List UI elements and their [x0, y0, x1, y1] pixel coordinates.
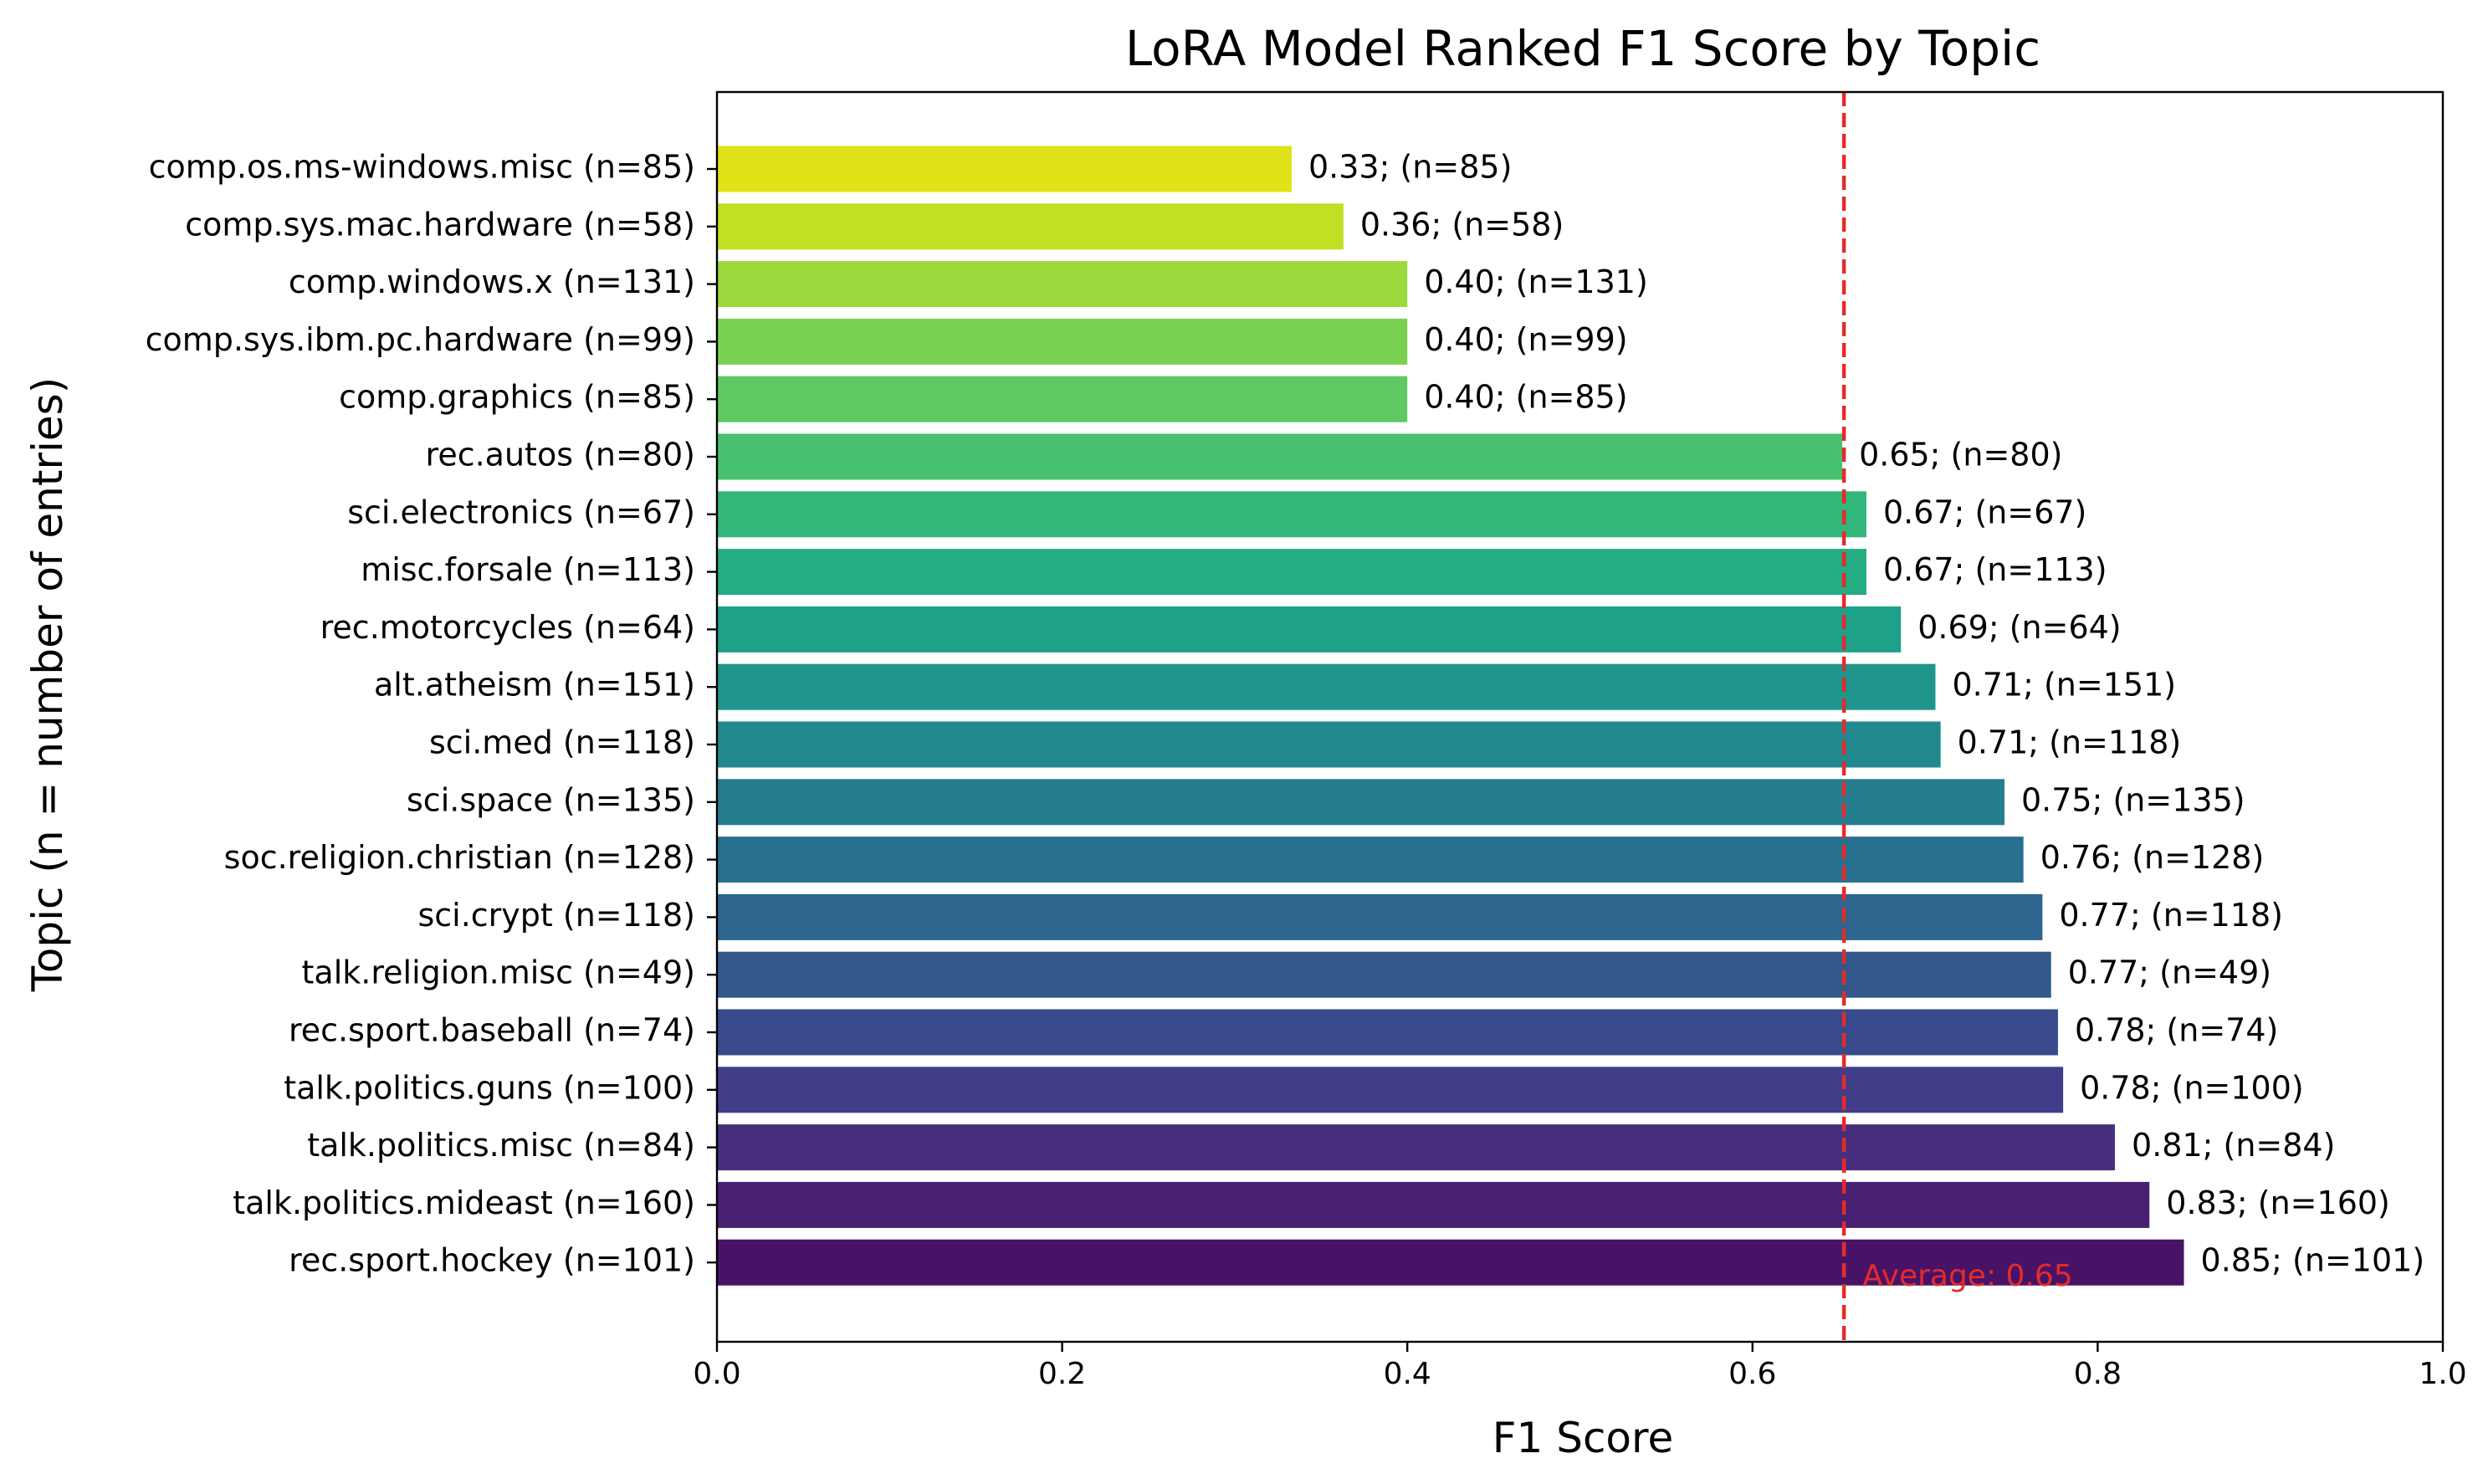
x-tick-label-1: 0.2 — [1038, 1357, 1086, 1391]
data-label-9: 0.71; (n=151) — [1952, 667, 2176, 704]
y-tick-label-16: talk.politics.guns (n=100) — [284, 1069, 695, 1106]
bar-10 — [717, 721, 1941, 768]
bar-14 — [717, 951, 2051, 998]
data-label-8: 0.69; (n=64) — [1917, 609, 2121, 646]
bar-3 — [717, 318, 1408, 365]
y-tick-label-3: comp.sys.ibm.pc.hardware (n=99) — [146, 321, 695, 358]
x-tick-label-2: 0.4 — [1384, 1357, 1431, 1391]
data-label-15: 0.78; (n=74) — [2075, 1012, 2278, 1049]
y-tick-label-13: sci.crypt (n=118) — [417, 897, 695, 934]
bar-0 — [717, 146, 1292, 192]
data-label-3: 0.40; (n=99) — [1424, 321, 1627, 358]
y-tick-label-2: comp.windows.x (n=131) — [289, 264, 695, 300]
x-tick-label-4: 0.8 — [2074, 1357, 2122, 1391]
x-tick-label-0: 0.0 — [693, 1357, 740, 1391]
data-label-12: 0.76; (n=128) — [2040, 839, 2265, 876]
bar-1 — [717, 203, 1344, 250]
bar-4 — [717, 376, 1408, 422]
y-tick-label-8: rec.motorcycles (n=64) — [320, 609, 695, 646]
bar-6 — [717, 491, 1866, 538]
y-tick-label-17: talk.politics.misc (n=84) — [307, 1127, 695, 1164]
bar-11 — [717, 779, 2004, 826]
chart-title: LoRA Model Ranked F1 Score by Topic — [1125, 20, 2040, 77]
data-label-7: 0.67; (n=113) — [1883, 551, 2107, 588]
data-label-11: 0.75; (n=135) — [2021, 781, 2245, 818]
data-label-14: 0.77; (n=49) — [2068, 954, 2271, 991]
bar-5 — [717, 433, 1843, 480]
y-axis-label: Topic (n = number of entries) — [23, 377, 72, 992]
bar-8 — [717, 606, 1902, 652]
y-tick-label-9: alt.atheism (n=151) — [374, 667, 695, 704]
data-label-10: 0.71; (n=118) — [1958, 724, 2182, 761]
bar-13 — [717, 893, 2043, 940]
data-label-0: 0.33; (n=85) — [1308, 149, 1512, 186]
y-tick-label-18: talk.politics.mideast (n=160) — [233, 1185, 695, 1221]
data-label-17: 0.81; (n=84) — [2132, 1127, 2335, 1164]
data-label-18: 0.83; (n=160) — [2166, 1185, 2390, 1221]
average-label: Average: 0.65 — [1862, 1259, 2073, 1293]
y-tick-label-10: sci.med (n=118) — [429, 724, 695, 761]
bar-19 — [717, 1239, 2184, 1286]
y-tick-label-11: sci.space (n=135) — [407, 781, 695, 818]
x-axis-label: F1 Score — [1492, 1414, 1674, 1462]
plot-area: comp.os.ms-windows.misc (n=85) 0.33; (n=8… — [146, 90, 2467, 1391]
bar-2 — [717, 261, 1408, 308]
bar-16 — [717, 1067, 2064, 1113]
data-label-19: 0.85; (n=101) — [2201, 1242, 2425, 1279]
bar-15 — [717, 1009, 2058, 1056]
y-tick-label-19: rec.sport.hockey (n=101) — [289, 1242, 695, 1279]
bar-7 — [717, 549, 1866, 596]
bar-17 — [717, 1124, 2116, 1171]
y-tick-label-12: soc.religion.christian (n=128) — [224, 839, 695, 876]
bar-18 — [717, 1181, 2150, 1228]
plot-frame — [715, 90, 2445, 1343]
bar-9 — [717, 663, 1936, 710]
data-label-2: 0.40; (n=131) — [1424, 264, 1648, 300]
data-label-6: 0.67; (n=67) — [1883, 494, 2086, 530]
data-label-16: 0.78; (n=100) — [2080, 1069, 2304, 1106]
data-label-1: 0.36; (n=58) — [1360, 206, 1564, 243]
y-tick-label-15: rec.sport.baseball (n=74) — [289, 1012, 695, 1049]
data-label-13: 0.77; (n=118) — [2059, 897, 2283, 934]
y-tick-label-5: rec.autos (n=80) — [426, 437, 695, 473]
y-tick-label-7: misc.forsale (n=113) — [361, 551, 695, 588]
data-label-5: 0.65; (n=80) — [1859, 437, 2062, 473]
bar-12 — [717, 837, 2024, 883]
y-tick-label-14: talk.religion.misc (n=49) — [302, 954, 695, 991]
y-tick-label-4: comp.graphics (n=85) — [339, 379, 695, 416]
x-tick-label-3: 0.6 — [1728, 1357, 1776, 1391]
x-tick-label-5: 1.0 — [2419, 1357, 2466, 1391]
y-tick-label-1: comp.sys.mac.hardware (n=58) — [185, 206, 695, 243]
data-label-4: 0.40; (n=85) — [1424, 379, 1627, 416]
y-tick-label-6: sci.electronics (n=67) — [347, 494, 695, 530]
y-tick-label-0: comp.os.ms-windows.misc (n=85) — [149, 149, 695, 186]
